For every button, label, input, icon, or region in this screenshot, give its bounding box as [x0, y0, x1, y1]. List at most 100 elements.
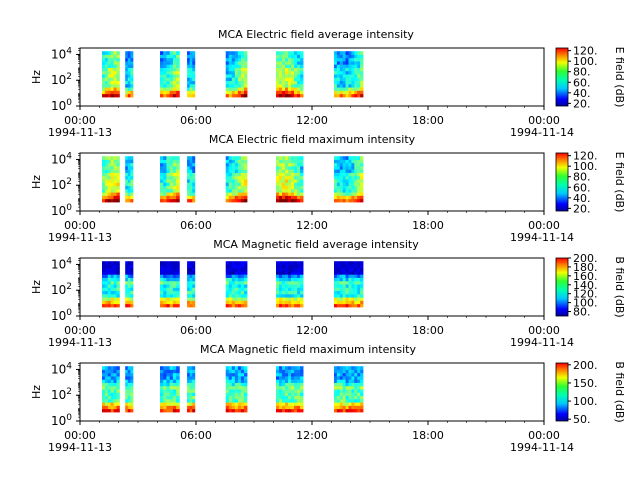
data-block — [334, 366, 364, 413]
data-block — [334, 51, 364, 98]
colorbar-label: B field (dB) — [613, 256, 626, 317]
colorbar-tick-label: 120. — [573, 150, 598, 163]
data-block — [276, 261, 304, 308]
colorbar-tick-label: 200. — [573, 359, 598, 372]
data-block — [160, 51, 180, 98]
x-tick-label: 00:00 — [64, 324, 96, 337]
x-date-label-start: 1994-11-13 — [48, 231, 112, 244]
colorbar-tick-label: 60. — [573, 76, 591, 89]
x-tick-label: 06:00 — [180, 429, 212, 442]
axes-frame — [79, 152, 545, 212]
y-tick-label: 100 — [51, 203, 72, 218]
x-tick-label: 06:00 — [180, 114, 212, 127]
colorbar-tick-label: 80. — [573, 66, 591, 79]
x-tick-label: 12:00 — [296, 324, 328, 337]
panel-title: MCA Electric field maximum intensity — [209, 133, 416, 146]
colorbar-tick-label: 60. — [573, 181, 591, 194]
x-tick-label: 00:00 — [64, 429, 96, 442]
colorbar-frame — [555, 152, 569, 212]
y-axis-label: Hz — [30, 280, 43, 294]
data-block — [187, 156, 196, 203]
axes-frame — [79, 47, 545, 107]
data-block — [276, 51, 304, 98]
colorbar-tick-label: 20. — [573, 202, 591, 215]
colorbar-tick-label: 160. — [573, 270, 598, 283]
x-tick-label: 00:00 — [64, 219, 96, 232]
colorbar-tick-label: 180. — [573, 261, 598, 274]
axes-frame — [79, 257, 545, 317]
data-block — [125, 366, 134, 413]
colorbar-tick-label: 100. — [573, 297, 598, 310]
colorbar-tick-label: 120. — [573, 45, 598, 58]
data-block — [334, 156, 364, 203]
colorbar-tick-label: 40. — [573, 87, 591, 100]
y-tick-label: 104 — [51, 46, 72, 61]
x-tick-label: 18:00 — [412, 219, 444, 232]
data-block — [276, 366, 304, 413]
x-tick-label: 06:00 — [180, 324, 212, 337]
colorbar-label: E field (dB) — [613, 47, 626, 108]
data-block — [160, 261, 180, 308]
data-block — [102, 366, 120, 413]
data-block — [102, 51, 120, 98]
data-block — [102, 261, 120, 308]
colorbar-tick-label: 200. — [573, 252, 598, 265]
colorbar-label: E field (dB) — [613, 152, 626, 213]
y-tick-label: 100 — [51, 413, 72, 428]
panel-title: MCA Magnetic field average intensity — [213, 238, 419, 251]
colorbar-gradient — [556, 363, 568, 421]
x-tick-label: 06:00 — [180, 219, 212, 232]
data-block — [225, 366, 248, 413]
colorbar: 80.100.120.140.160.180.200. B field (dB) — [555, 252, 626, 319]
data-block — [102, 156, 120, 203]
x-tick-label: 12:00 — [296, 114, 328, 127]
colorbar-tick-label: 100. — [573, 55, 598, 68]
y-axis-label: Hz — [30, 70, 43, 84]
y-axis-label: Hz — [30, 385, 43, 399]
x-date-label-start: 1994-11-13 — [48, 126, 112, 139]
x-tick-label: 12:00 — [296, 429, 328, 442]
y-tick-label: 102 — [51, 387, 72, 402]
colorbar-tick-label: 20. — [573, 97, 591, 110]
colorbar-gradient — [556, 153, 568, 211]
colorbar-gradient — [556, 258, 568, 316]
data-block — [225, 156, 248, 203]
colorbar-label: B field (dB) — [613, 361, 626, 422]
colorbar: 50. 100. 150. 200. B field (dB) — [555, 359, 626, 426]
data-block — [160, 156, 180, 203]
data-block — [225, 51, 248, 98]
x-tick-label: 00:00 — [64, 114, 96, 127]
y-tick-label: 102 — [51, 72, 72, 87]
data-block — [125, 261, 134, 308]
colorbar-tick-label: 40. — [573, 192, 591, 205]
data-block — [187, 366, 196, 413]
y-tick-label: 100 — [51, 308, 72, 323]
colorbar: 20.40.60.80.100.120. E field (dB) — [555, 150, 626, 215]
x-tick-label: 12:00 — [296, 219, 328, 232]
colorbar-frame — [555, 362, 569, 422]
colorbar-tick-label: 120. — [573, 288, 598, 301]
x-date-label-end: 1994-11-14 — [510, 126, 574, 139]
data-block — [125, 51, 134, 98]
colorbar-tick-label: 50. — [573, 413, 591, 426]
colorbar: 20.40.60.80.100.120. E field (dB) — [555, 45, 626, 110]
x-tick-label: 00:00 — [528, 324, 560, 337]
x-tick-label: 18:00 — [412, 429, 444, 442]
panel-3: MCA Magnetic field average intensity 100 1… — [30, 238, 626, 349]
colorbar-tick-label: 100. — [573, 160, 598, 173]
panel-2: MCA Electric field maximum intensity 100 1… — [30, 133, 626, 244]
y-tick-label: 104 — [51, 361, 72, 376]
colorbar-tick-label: 80. — [573, 171, 591, 184]
x-date-label-end: 1994-11-14 — [510, 231, 574, 244]
x-date-label-end: 1994-11-14 — [510, 441, 574, 454]
x-tick-label: 00:00 — [528, 219, 560, 232]
y-tick-label: 102 — [51, 282, 72, 297]
colorbar-tick-label: 80. — [573, 306, 591, 319]
data-block — [125, 156, 134, 203]
y-tick-label: 104 — [51, 256, 72, 271]
x-tick-label: 18:00 — [412, 324, 444, 337]
panel-1: MCA Electric field average intensity 100 1… — [30, 28, 626, 139]
colorbar-gradient — [556, 48, 568, 106]
panel-title: MCA Magnetic field maximum intensity — [200, 343, 416, 356]
